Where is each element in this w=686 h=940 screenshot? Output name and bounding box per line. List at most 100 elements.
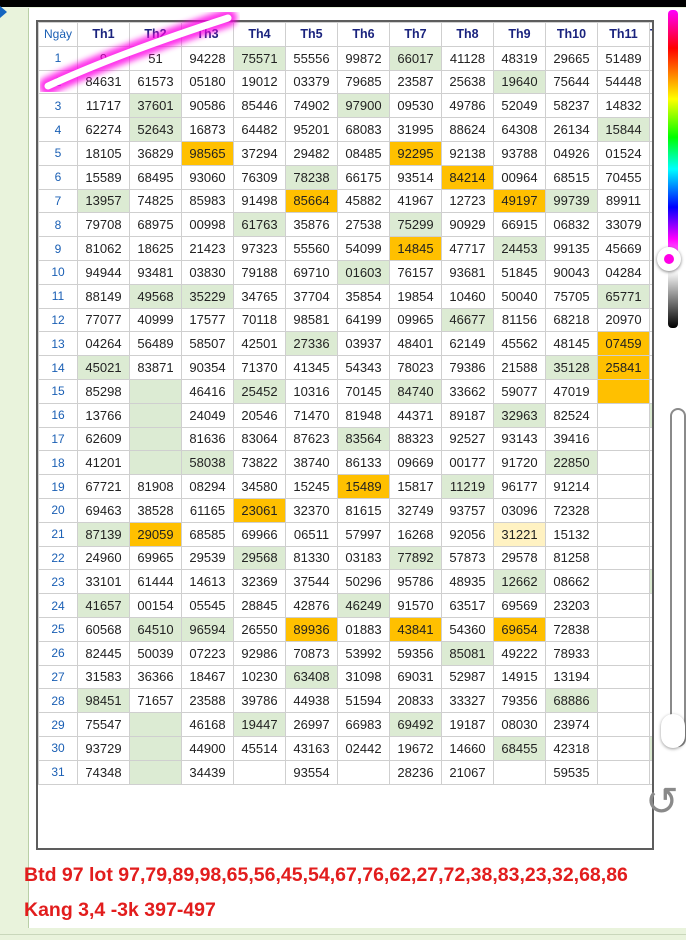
result-cell: 66915 bbox=[493, 212, 546, 238]
undo-icon[interactable]: ↺ bbox=[645, 780, 679, 824]
result-cell: 75547 bbox=[77, 712, 130, 737]
result-cell: 95201 bbox=[285, 117, 338, 142]
result-cell: 68515 bbox=[545, 164, 598, 190]
result-cell: 13194 bbox=[545, 664, 598, 690]
result-cell bbox=[597, 688, 650, 714]
result-cell: 14832 bbox=[597, 93, 650, 119]
result-cell bbox=[597, 712, 650, 737]
result-cell: 81062 bbox=[77, 236, 130, 261]
result-cell: 09669 bbox=[389, 450, 442, 476]
table-row: 31 74348 34439 93554 28236 21067 59535 bbox=[38, 759, 652, 785]
result-cell: 09530 bbox=[389, 93, 442, 119]
result-cell: 22850 bbox=[545, 450, 598, 476]
table-row: 22 24960 69965 29539 29568 81330 03183 77892 578… bbox=[38, 545, 652, 571]
result-cell: 48319 bbox=[493, 45, 546, 71]
color-palette-slider[interactable] bbox=[668, 10, 678, 328]
table-row: 4 62274 52643 16873 64482 95201 68083 31995 8862… bbox=[38, 117, 652, 142]
result-cell: 69965 bbox=[129, 545, 182, 571]
result-cell: 10316 bbox=[285, 378, 338, 404]
result-cell: 64482 bbox=[233, 117, 286, 142]
result-cell: 34439 bbox=[181, 759, 234, 785]
result-cell: 23061 bbox=[233, 497, 286, 523]
result-cell: 54448 bbox=[597, 69, 650, 95]
column-header-th3: Th3 bbox=[181, 22, 234, 47]
result-cell: 24049 bbox=[181, 402, 234, 428]
table-row: 16 13766 24049 20546 71470 81948 44371 89187 329… bbox=[38, 402, 652, 428]
result-cell: 68886 bbox=[545, 688, 598, 714]
result-cell: 52987 bbox=[441, 664, 494, 690]
result-cell: 93681 bbox=[441, 259, 494, 285]
result-cell: 81948 bbox=[337, 402, 390, 428]
result-cell: 85298 bbox=[77, 378, 130, 404]
result-cell: 27336 bbox=[285, 331, 338, 357]
result-cell: 44900 bbox=[181, 735, 234, 761]
table-row: 7 13957 74825 85983 91498 85664 45882 41967 1272… bbox=[38, 188, 652, 214]
table-row: 2 84631 61573 05180 19012 03379 79685 23587 2563… bbox=[38, 69, 652, 95]
palette-knob[interactable] bbox=[657, 247, 681, 271]
result-cell: 21423 bbox=[181, 236, 234, 261]
result-cell: 92986 bbox=[233, 640, 286, 666]
result-cell: 15489 bbox=[337, 474, 390, 499]
result-cell: 31995 bbox=[389, 117, 442, 142]
day-cell: 18 bbox=[38, 450, 78, 476]
result-cell: 08030 bbox=[493, 712, 546, 737]
brush-size-slider[interactable] bbox=[670, 408, 686, 747]
result-cell: 14915 bbox=[493, 664, 546, 690]
result-cell: 24453 bbox=[493, 236, 546, 261]
result-cell: 32749 bbox=[389, 497, 442, 523]
result-cell bbox=[649, 474, 652, 499]
result-cell: 12723 bbox=[441, 188, 494, 214]
result-cell: 93060 bbox=[181, 164, 234, 190]
column-header-th5: Th5 bbox=[285, 22, 338, 47]
result-cell: 47717 bbox=[441, 236, 494, 261]
result-cell: 33662 bbox=[441, 378, 494, 404]
result-cell: 81615 bbox=[337, 497, 390, 523]
size-knob[interactable] bbox=[661, 714, 685, 748]
result-cell bbox=[597, 735, 650, 761]
result-cell: 07223 bbox=[181, 640, 234, 666]
result-cell: 08485 bbox=[337, 140, 390, 166]
day-cell: 26 bbox=[38, 640, 78, 666]
result-cell: 59077 bbox=[493, 378, 546, 404]
result-cell: 69569 bbox=[493, 593, 546, 618]
result-cell: 61763 bbox=[233, 212, 286, 238]
result-cell: 88624 bbox=[441, 117, 494, 142]
result-cell: 39786 bbox=[233, 688, 286, 714]
day-cell: 28 bbox=[38, 688, 78, 714]
result-cell: 05545 bbox=[181, 593, 234, 618]
table-row: 3 11717 37601 90586 85446 74902 97900 09530 4978… bbox=[38, 93, 652, 119]
result-cell: 54360 bbox=[441, 616, 494, 642]
result-cell: 32370 bbox=[285, 497, 338, 523]
result-cell bbox=[597, 474, 650, 499]
result-cell: 37544 bbox=[285, 569, 338, 595]
result-cell bbox=[649, 735, 652, 761]
result-cell: 42501 bbox=[233, 331, 286, 357]
result-cell: 74902 bbox=[285, 93, 338, 119]
table-row: 9 81062 18625 21423 97323 55560 54099 14845 4771… bbox=[38, 236, 652, 261]
result-cell: 15817 bbox=[389, 474, 442, 499]
result-cell: 90354 bbox=[181, 355, 234, 380]
result-cell: 38528 bbox=[129, 497, 182, 523]
table-row: 29 75547 46168 19447 26997 66983 69492 19187 080… bbox=[38, 712, 652, 737]
result-cell: 23203 bbox=[545, 593, 598, 618]
result-cell: 15245 bbox=[285, 474, 338, 499]
result-cell: 66983 bbox=[337, 712, 390, 737]
result-cell: 21067 bbox=[441, 759, 494, 785]
result-cell: 29539 bbox=[181, 545, 234, 571]
result-cell: 93481 bbox=[129, 259, 182, 285]
result-cell: 47019 bbox=[545, 378, 598, 404]
result-cell: 68455 bbox=[493, 735, 546, 761]
result-cell: 12662 bbox=[493, 569, 546, 595]
result-cell bbox=[649, 355, 652, 380]
result-cell: 89187 bbox=[441, 402, 494, 428]
result-cell: 66175 bbox=[337, 164, 390, 190]
result-cell: 31098 bbox=[337, 664, 390, 690]
result-cell: 23588 bbox=[181, 688, 234, 714]
result-cell: 29059 bbox=[129, 521, 182, 547]
divider bbox=[0, 934, 686, 935]
result-cell: 25452 bbox=[233, 378, 286, 404]
result-cell: 81908 bbox=[129, 474, 182, 499]
day-cell: 3 bbox=[38, 93, 78, 119]
result-cell: 10230 bbox=[233, 664, 286, 690]
result-cell: 50296 bbox=[337, 569, 390, 595]
